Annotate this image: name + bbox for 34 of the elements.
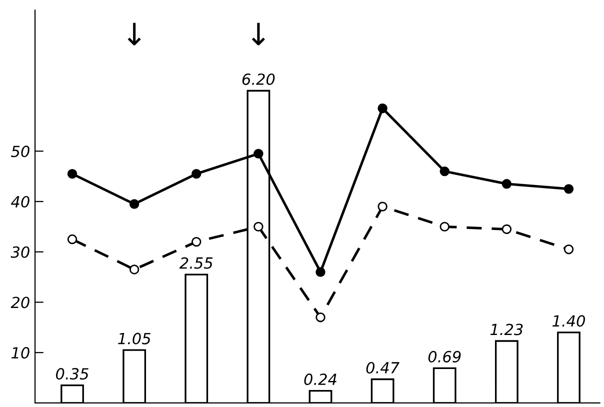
y-tick-label: 20 — [10, 296, 30, 308]
point — [254, 148, 264, 159]
point — [378, 202, 388, 212]
point — [192, 236, 202, 247]
point — [440, 222, 450, 232]
y-tick-label: 50 — [11, 146, 30, 158]
data-label: 1.40 — [552, 315, 585, 327]
point — [378, 104, 388, 114]
data-label: 6.20 — [242, 73, 275, 85]
point — [502, 224, 512, 234]
point — [192, 168, 202, 179]
point — [129, 199, 140, 209]
y-tick-label: 10 — [11, 347, 30, 359]
y-tick-label: 40 — [11, 196, 30, 208]
data-label: 0.24 — [304, 374, 336, 386]
point — [564, 244, 574, 254]
data-label: 0.69 — [428, 350, 461, 362]
data-label: 1.05 — [118, 332, 150, 344]
data-label: 2.55 — [179, 257, 213, 269]
y-tick-label: 30 — [10, 246, 30, 258]
annotation: ↓ — [252, 22, 265, 46]
data-label: 1.23 — [490, 324, 523, 336]
point — [502, 179, 512, 189]
point — [440, 166, 450, 176]
point — [564, 184, 574, 194]
point — [67, 234, 78, 244]
data-label: 0.47 — [366, 362, 400, 374]
point — [129, 264, 140, 274]
data-label: 0.35 — [56, 368, 88, 380]
point — [316, 312, 326, 322]
annotation: ↓ — [128, 22, 141, 46]
point — [67, 168, 78, 179]
point — [254, 222, 264, 232]
point — [316, 267, 326, 277]
